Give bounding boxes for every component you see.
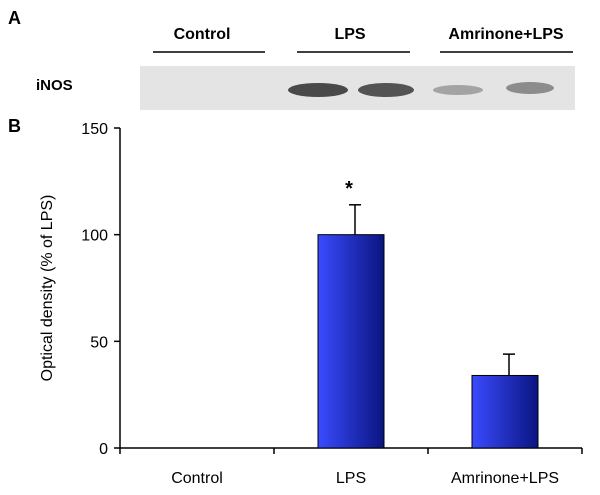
blot-background xyxy=(140,66,575,110)
blot-group-label-lps: LPS xyxy=(334,26,365,43)
blot-group-label-control: Control xyxy=(174,26,231,43)
y-tick-label: 0 xyxy=(99,441,108,458)
bars xyxy=(317,234,539,449)
western-blot xyxy=(140,66,575,110)
blot-row-label-inos: iNOS xyxy=(36,77,73,94)
significance-marks: * xyxy=(345,178,353,200)
blot-band-amrinone-lps-1 xyxy=(433,85,483,95)
y-axis-ticks: 0 50 100 150 xyxy=(81,121,120,458)
blot-band-lps-2 xyxy=(358,83,414,97)
x-tick-label-control: Control xyxy=(171,470,223,487)
significance-mark-lps: * xyxy=(345,178,353,200)
y-tick-label: 50 xyxy=(90,334,108,351)
x-axis-ticks xyxy=(119,448,583,454)
x-tick-label-amrinone-lps: Amrinone+LPS xyxy=(451,470,559,487)
bar-lps xyxy=(317,234,385,449)
y-axis-title: Optical density (% of LPS) xyxy=(39,195,56,382)
blot-band-amrinone-lps-2 xyxy=(506,82,554,94)
error-bars xyxy=(349,204,515,376)
panel-b: B Optical density (% of LPS) 0 50 100 150 *… xyxy=(8,116,583,487)
y-tick-label: 100 xyxy=(81,228,108,245)
panel-a-letter: A xyxy=(8,8,21,28)
blot-band-lps-1 xyxy=(288,83,348,97)
panel-a: A Control LPS Amrinone+LPS iNOS xyxy=(8,8,575,110)
x-tick-label-lps: LPS xyxy=(336,470,366,487)
panel-b-letter: B xyxy=(8,116,21,136)
x-tick-labels: Control LPS Amrinone+LPS xyxy=(171,470,559,487)
y-tick-label: 150 xyxy=(81,121,108,138)
bar-amrinone-lps xyxy=(471,374,539,449)
blot-group-label-amrinone-lps: Amrinone+LPS xyxy=(448,26,563,43)
